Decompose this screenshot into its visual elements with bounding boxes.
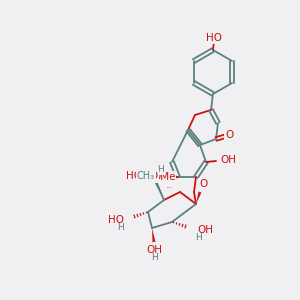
Text: O: O: [225, 130, 233, 140]
Text: OH: OH: [146, 245, 162, 255]
Text: HO: HO: [126, 171, 142, 181]
Text: HO: HO: [206, 33, 222, 43]
Text: H: H: [117, 224, 124, 232]
Polygon shape: [196, 191, 201, 204]
Text: OH: OH: [220, 155, 236, 165]
Text: methoxy: methoxy: [167, 186, 173, 188]
Text: H: H: [157, 166, 164, 175]
Text: O: O: [199, 179, 207, 189]
Text: OMe: OMe: [152, 172, 176, 182]
Polygon shape: [152, 228, 155, 242]
Text: H: H: [151, 254, 158, 262]
Polygon shape: [154, 182, 164, 200]
Text: HO: HO: [108, 215, 124, 225]
Text: O: O: [150, 171, 158, 181]
Text: H: H: [195, 233, 202, 242]
Text: CH₃: CH₃: [137, 171, 155, 181]
Text: OH: OH: [197, 225, 213, 235]
